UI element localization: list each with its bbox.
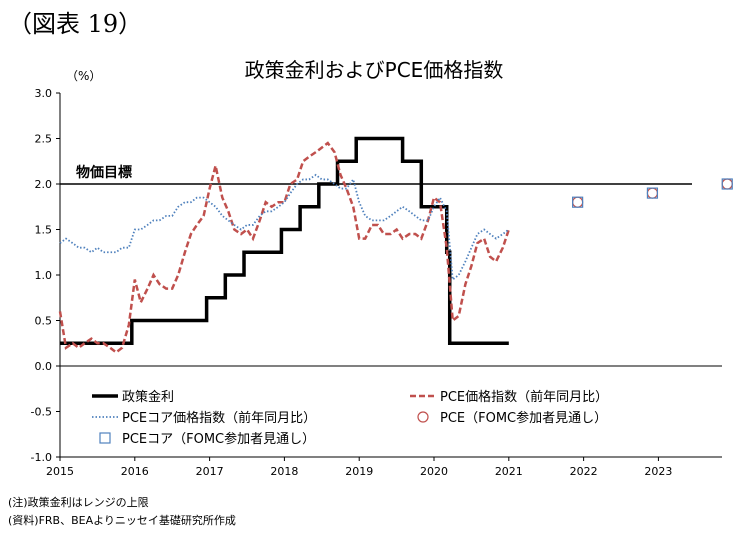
series-policy-rate-line (60, 136, 509, 345)
legend-pce-core: PCEコア価格指数（前年同月比） (122, 410, 316, 426)
legend-pce-core-projection: PCEコア（FOMC参加者見通し） (122, 431, 315, 447)
note-policy-rate: (注)政策金利はレンジの上限 (8, 496, 149, 509)
series-pce-core-line (59, 173, 510, 282)
pce-core-projection-point (572, 196, 584, 208)
y-tick-label: 2.0 (35, 178, 53, 191)
legend-pce-projection: PCE（FOMC参加者見通し） (440, 410, 607, 426)
x-tick-label: 2023 (644, 465, 672, 478)
pce-projection-point (646, 187, 659, 199)
figure-label: （図表 19） (8, 10, 143, 38)
chart-title: 政策金利およびPCE価格指数 (245, 58, 504, 82)
legend-pce: PCE価格指数（前年同月比） (440, 389, 608, 405)
y-tick-label: 0.0 (35, 360, 53, 373)
y-tick-label: 2.5 (35, 133, 53, 146)
series-pce-line (58, 141, 511, 354)
note-source: (資料)FRB、BEAよりニッセイ基礎研究所作成 (8, 514, 236, 527)
y-tick-label: -0.5 (31, 406, 52, 419)
pce-projection-point (721, 178, 733, 190)
pce-core-projection-point (721, 178, 733, 190)
x-tick-label: 2017 (196, 465, 224, 478)
x-tick-label: 2020 (420, 465, 448, 478)
target-label: 物価目標 (76, 164, 132, 181)
pce-projection-point (572, 196, 584, 208)
y-axis-unit: （%） (66, 69, 101, 83)
legend-swatch-pce-projection (417, 411, 429, 423)
legend-policy-rate: 政策金利 (122, 389, 174, 405)
legend-swatch-pce-core-projection (99, 432, 111, 444)
x-tick-label: 2021 (495, 465, 523, 478)
y-tick-label: 0.5 (35, 315, 53, 328)
x-tick-label: 2018 (270, 465, 298, 478)
x-tick-label: 2015 (46, 465, 74, 478)
y-tick-label: -1.0 (31, 451, 52, 464)
y-tick-label: 3.0 (35, 87, 53, 100)
pce-core-projection-point (646, 187, 659, 199)
y-tick-label: 1.5 (35, 224, 53, 237)
x-tick-label: 2022 (570, 465, 598, 478)
x-tick-label: 2016 (121, 465, 149, 478)
x-tick-label: 2019 (345, 465, 373, 478)
y-tick-label: 1.0 (35, 269, 53, 282)
